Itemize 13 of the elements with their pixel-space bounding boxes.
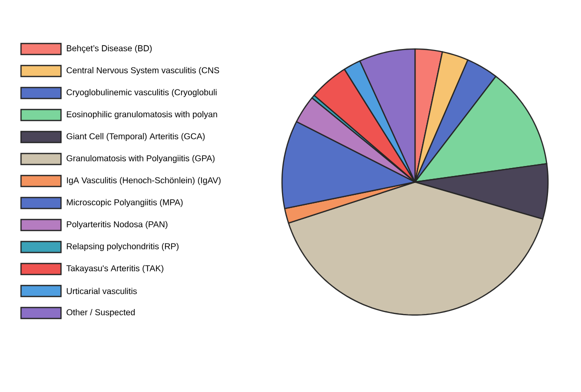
legend-label: Granulomatosis with Polyangiitis (GPA) [66, 155, 215, 163]
legend-label: Urticarial vasculitis [66, 288, 137, 294]
legend-label: Eosinophilic granulomatosis with polyan [66, 111, 218, 119]
legend-label: Behçet’s Disease (BD) [66, 44, 152, 54]
legend-label: Microscopic Polyangiitis (MPA) [66, 199, 183, 207]
legend-label: IgA Vasculitis (Henoch-Schönlein) (IgAV) [67, 177, 221, 185]
legend-label: Takayasu's Arteritis (TAK) [66, 265, 164, 273]
legend-label: Relapsing polychondritis (RP) [66, 243, 179, 251]
legend-label: Central Nervous System vasculitis (CNS [66, 67, 220, 75]
legend-label: Other / Suspected [66, 309, 135, 317]
legend-label: Cryoglobulinemic vasculitis (Cryoglobuli [66, 89, 217, 97]
legend-label: Giant Cell (Temporal) Arteritis (GCA) [66, 133, 205, 141]
legend-label: Polyarteritis Nodosa (PAN) [66, 221, 168, 229]
